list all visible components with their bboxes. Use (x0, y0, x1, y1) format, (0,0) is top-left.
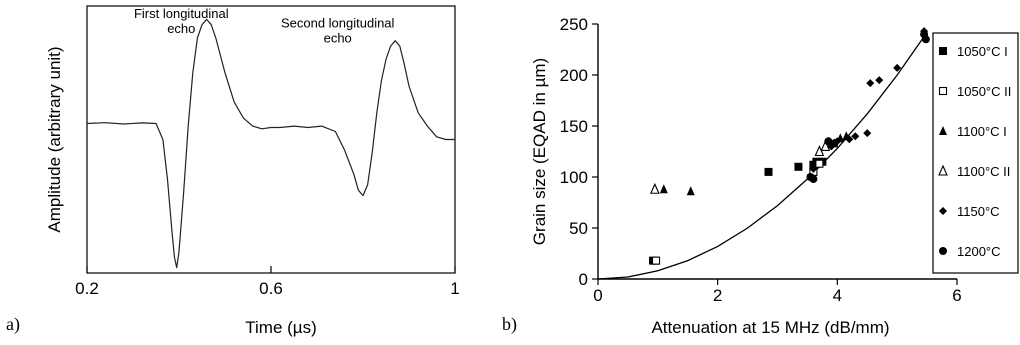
x-axis-title: Attenuation at 15 MHz (dB/mm) (651, 318, 889, 337)
annotation-line: echo (167, 21, 195, 36)
legend-label: 1100°C II (957, 164, 1010, 179)
series-4 (809, 27, 929, 173)
x-tick-label: 1 (450, 279, 459, 298)
y-axis-title: Amplitude (arbitrary unit) (45, 46, 64, 232)
x-tick-label: 0.2 (75, 279, 99, 298)
legend-marker (938, 86, 948, 96)
legend-label: 1100°C I (957, 124, 1007, 139)
legend-marker (939, 207, 947, 215)
legend-box (932, 32, 1019, 274)
y-tick-label: 150 (560, 117, 588, 136)
x-axis-title: Time (µs) (245, 318, 317, 337)
series-0 (649, 157, 827, 265)
data-point (815, 159, 824, 168)
annotation-line: echo (324, 30, 352, 45)
first-echo-annotation: First longitudinal echo (134, 6, 229, 36)
data-point (851, 132, 860, 141)
panel-b-grain-size-chart: 0 2 4 6 0 50 100 150 200 250 1050°C I 1050°C II 1100… (530, 15, 1019, 337)
legend-label: 1200°C (957, 244, 1001, 259)
data-point (794, 162, 803, 171)
annotation-line: First longitudinal (134, 6, 229, 21)
series-1 (651, 159, 824, 265)
data-point (830, 139, 839, 148)
legend-marker (939, 247, 947, 255)
y-tick-label: 50 (569, 219, 588, 238)
data-point (764, 167, 773, 176)
data-point (649, 182, 660, 194)
x-tick-label: 0 (593, 286, 602, 305)
x-tick-label: 0.6 (259, 279, 283, 298)
legend-label: 1050°C II (957, 84, 1011, 99)
y-tick-label: 0 (579, 270, 588, 289)
x-tick-label: 6 (952, 286, 961, 305)
data-point (845, 135, 854, 144)
data-point (814, 145, 825, 157)
data-point (659, 184, 668, 194)
legend-label: 1050°C I (957, 44, 1008, 59)
data-point (809, 175, 818, 184)
data-point (875, 76, 884, 85)
legend-marker (939, 126, 947, 135)
second-echo-annotation: Second longitudinal echo (281, 15, 395, 45)
x-tick-label: 4 (833, 286, 842, 305)
data-point (651, 256, 661, 265)
y-tick-label: 200 (560, 66, 588, 85)
y-tick-label: 250 (560, 15, 588, 34)
data-point (686, 186, 695, 196)
series-5 (806, 30, 930, 184)
x-tick-label: 2 (713, 286, 722, 305)
annotation-line: Second longitudinal (281, 15, 395, 30)
data-point (893, 63, 902, 72)
legend-marker (939, 47, 947, 55)
legend-marker (938, 164, 948, 176)
panel-label-a: a) (6, 314, 20, 335)
data-point (921, 35, 930, 44)
series-3 (649, 140, 831, 194)
data-point (809, 164, 818, 173)
data-point (866, 79, 875, 88)
echo-signal-line (86, 18, 455, 269)
y-axis-title: Grain size (EQAD in µm) (530, 58, 549, 245)
y-tick-label: 100 (560, 168, 588, 187)
fit-curve-line (597, 31, 928, 280)
legend-label: 1150°C (957, 204, 1000, 219)
panel-label-b: b) (502, 314, 517, 335)
data-point (820, 140, 831, 151)
data-point (863, 129, 872, 138)
legend: 1050°C I 1050°C II 1100°C I 1100°C II 1150°C… (932, 32, 1019, 274)
